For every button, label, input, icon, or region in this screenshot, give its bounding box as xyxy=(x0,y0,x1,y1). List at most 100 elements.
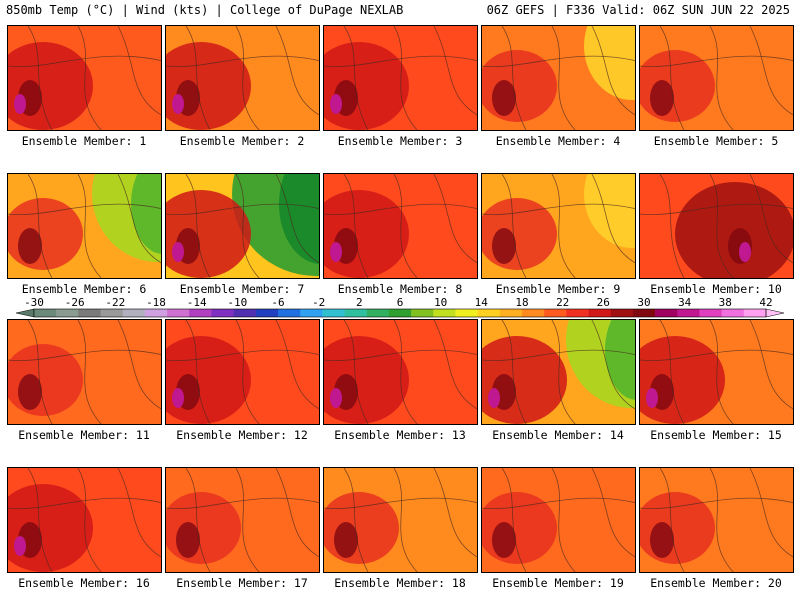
height-contour xyxy=(482,203,635,216)
cool-region xyxy=(584,174,635,248)
hot-core xyxy=(492,522,516,558)
colorbar-tick-label: -22 xyxy=(105,296,125,309)
height-contour xyxy=(393,26,418,130)
temperature-field-map xyxy=(324,26,477,130)
height-contour xyxy=(27,26,53,130)
colorbar-max-arrow xyxy=(765,308,785,318)
colorbar-swatch xyxy=(477,309,501,317)
height-contour xyxy=(185,26,211,130)
temperature-field-map xyxy=(324,320,477,424)
height-contour xyxy=(433,174,477,264)
colorbar-swatch xyxy=(233,309,257,317)
height-contour xyxy=(343,174,369,278)
height-contour xyxy=(551,320,576,424)
temperature-field-map xyxy=(640,468,793,572)
colorbar-swatch xyxy=(632,309,656,317)
height-contour xyxy=(185,320,211,424)
map-panel-member-1 xyxy=(7,25,162,131)
height-contour xyxy=(482,55,635,68)
colorbar-tick-label: 2 xyxy=(356,296,363,309)
height-contour xyxy=(640,55,793,68)
height-contour xyxy=(324,203,477,216)
temperature-field-map xyxy=(640,26,793,130)
hot-core xyxy=(334,522,358,558)
height-contour xyxy=(166,497,319,510)
height-contour xyxy=(393,468,418,572)
height-contour xyxy=(185,174,211,278)
hot-core xyxy=(176,522,200,558)
height-contour xyxy=(591,320,635,410)
colorbar-tick-label: -30 xyxy=(24,296,44,309)
ensemble-member-label: Ensemble Member: 9 xyxy=(495,282,621,296)
height-contour xyxy=(275,174,319,264)
colorbar-swatch xyxy=(522,309,545,317)
height-contour xyxy=(591,26,635,116)
hot-core xyxy=(18,374,42,410)
colorbar-swatch xyxy=(655,309,678,317)
height-contour xyxy=(393,320,418,424)
colorbar-swatch xyxy=(411,309,434,317)
colorbar-tick-label: -6 xyxy=(271,296,284,309)
temperature-field-map xyxy=(166,174,319,278)
map-panel-member-4 xyxy=(481,25,636,131)
height-contour xyxy=(501,174,527,278)
extreme-heat-spot xyxy=(172,388,184,408)
height-contour xyxy=(749,320,793,410)
colorbar-swatch xyxy=(699,309,722,317)
map-panel-member-5 xyxy=(639,25,794,131)
map-panel-member-3 xyxy=(323,25,478,131)
extreme-heat-spot xyxy=(14,94,26,114)
map-panel-member-14 xyxy=(481,319,636,425)
temperature-field-map xyxy=(166,26,319,130)
height-contour xyxy=(640,203,793,216)
map-panel-member-13 xyxy=(323,319,478,425)
height-contour xyxy=(501,320,527,424)
colorbar-tick-label: -10 xyxy=(227,296,247,309)
colorbar-swatch xyxy=(122,309,146,317)
extreme-heat-spot xyxy=(330,242,342,262)
height-contour xyxy=(501,26,527,130)
height-contour xyxy=(77,468,102,572)
temperature-field-map xyxy=(482,174,635,278)
map-panel-member-9 xyxy=(481,173,636,279)
height-contour xyxy=(749,174,793,264)
colorbar-swatch xyxy=(721,309,745,317)
height-contour xyxy=(77,26,102,130)
ensemble-member-label: Ensemble Member: 16 xyxy=(18,576,150,590)
colorbar-swatch xyxy=(344,309,368,317)
colorbar-swatch xyxy=(366,309,390,317)
height-contour xyxy=(659,468,685,572)
temperature-field-map xyxy=(8,320,161,424)
colorbar-min-arrow xyxy=(15,308,35,318)
colorbar-swatch xyxy=(433,309,456,317)
ensemble-member-label: Ensemble Member: 2 xyxy=(179,134,305,148)
map-panel-member-10 xyxy=(639,173,794,279)
height-contour xyxy=(659,26,685,130)
colorbar-swatch xyxy=(34,309,57,317)
colorbar-tick-label: 10 xyxy=(434,296,447,309)
colorbar-outline xyxy=(33,308,767,318)
ensemble-member-label: Ensemble Member: 8 xyxy=(337,282,463,296)
colorbar-swatch xyxy=(56,309,79,317)
temperature-field-map xyxy=(324,468,477,572)
temperature-field-map xyxy=(482,26,635,130)
colorbar-swatch xyxy=(278,309,301,317)
height-contour xyxy=(275,320,319,410)
height-contour xyxy=(166,203,319,216)
height-contour xyxy=(117,320,161,410)
height-contour xyxy=(482,349,635,362)
colorbar-tick-label: 14 xyxy=(475,296,489,309)
colorbar-swatch xyxy=(322,309,345,317)
height-contour xyxy=(591,174,635,264)
height-contour xyxy=(709,26,734,130)
colorbar-swatch xyxy=(144,309,168,317)
map-panel-member-17 xyxy=(165,467,320,573)
height-contour xyxy=(166,349,319,362)
hot-core xyxy=(492,228,516,264)
height-contour xyxy=(433,320,477,410)
height-contour xyxy=(117,468,161,558)
extreme-heat-spot xyxy=(330,94,342,114)
cool-core xyxy=(131,174,161,254)
height-contour xyxy=(640,349,793,362)
temperature-field-map xyxy=(640,174,793,278)
